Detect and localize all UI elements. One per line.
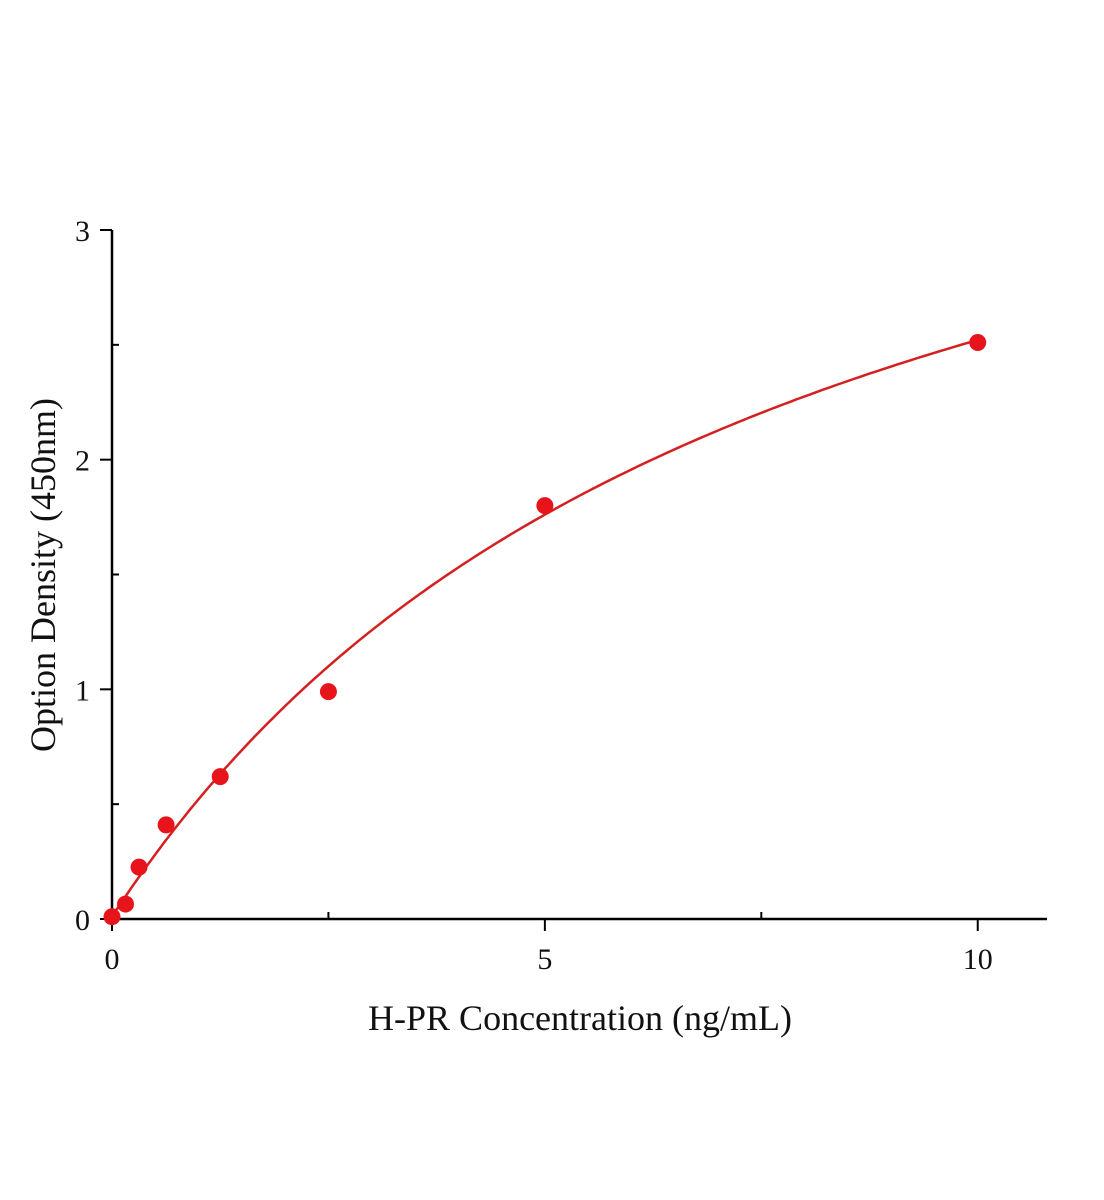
- data-point: [536, 497, 554, 515]
- fit-curve: [110, 338, 979, 918]
- data-point: [319, 683, 337, 701]
- data-point: [103, 908, 121, 926]
- y-axis-label: Option Density (450nm): [23, 398, 63, 752]
- axes: [110, 230, 1047, 921]
- data-points: [103, 334, 987, 926]
- data-point: [969, 334, 987, 352]
- y-tick-label: 0: [75, 904, 90, 937]
- data-point: [117, 895, 135, 913]
- ticks: 0 5 10 0 1 2 3: [75, 215, 993, 976]
- x-axis-label: H-PR Concentration (ng/mL): [368, 998, 792, 1038]
- x-tick-label: 10: [963, 943, 993, 976]
- data-point: [157, 816, 175, 834]
- y-tick-label: 2: [75, 445, 90, 478]
- y-tick-label: 1: [75, 674, 90, 707]
- y-tick-label: 3: [75, 215, 90, 248]
- data-point: [211, 768, 229, 786]
- x-tick-label: 0: [105, 943, 120, 976]
- data-point: [130, 858, 148, 876]
- x-tick-label: 5: [537, 943, 552, 976]
